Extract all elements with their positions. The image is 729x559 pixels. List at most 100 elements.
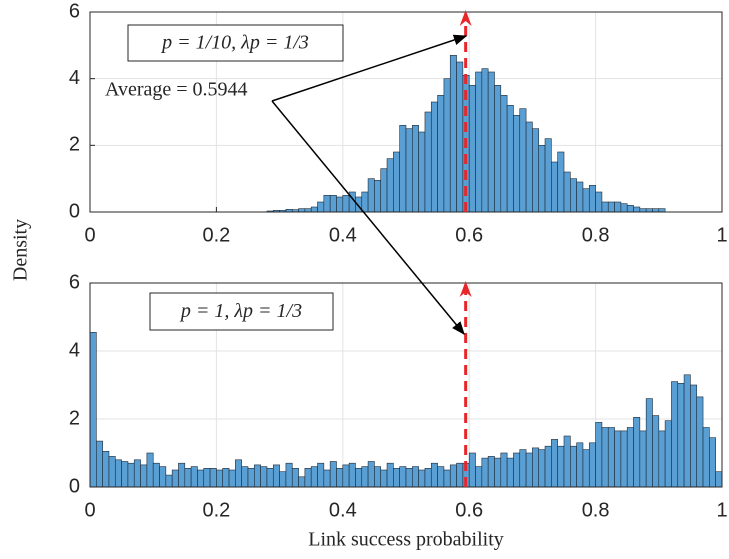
x-tick-label: 0.8 xyxy=(582,499,610,521)
bar xyxy=(96,440,103,488)
y-tick-label: 2 xyxy=(69,134,80,156)
bar xyxy=(456,462,464,488)
bar xyxy=(367,178,375,213)
average-arrowhead xyxy=(459,10,472,26)
bar xyxy=(291,467,299,488)
bar xyxy=(405,467,413,488)
bar xyxy=(190,466,198,488)
bar xyxy=(329,195,337,213)
bar xyxy=(241,466,249,488)
bar xyxy=(557,151,565,213)
bar xyxy=(216,469,224,488)
bar xyxy=(570,445,577,488)
bar xyxy=(430,462,438,488)
bar xyxy=(544,445,552,488)
x-tick-label: 0.2 xyxy=(202,499,230,521)
bar xyxy=(336,467,344,488)
bar xyxy=(532,128,540,213)
bar xyxy=(468,85,476,213)
bar xyxy=(582,449,590,488)
bar xyxy=(633,416,641,488)
bar xyxy=(197,469,205,488)
y-tick-label: 2 xyxy=(69,407,80,429)
bar xyxy=(374,466,382,488)
bar xyxy=(538,449,546,488)
annotation-box xyxy=(127,24,344,62)
bar xyxy=(449,55,457,213)
bar xyxy=(298,476,306,488)
bar xyxy=(393,151,400,213)
annotation: p = 1, λp = 1/3 xyxy=(179,300,302,322)
annotation-box xyxy=(149,292,334,331)
bar xyxy=(456,61,464,213)
bar xyxy=(671,381,679,488)
bar xyxy=(260,466,268,488)
bar xyxy=(607,201,615,213)
bar xyxy=(222,467,230,488)
bar xyxy=(601,201,609,213)
bar xyxy=(418,469,426,488)
bar xyxy=(102,450,110,488)
bar xyxy=(563,171,571,213)
bar xyxy=(633,206,641,213)
bar xyxy=(519,449,527,488)
bar xyxy=(133,459,141,488)
bar xyxy=(690,384,698,488)
bar xyxy=(361,466,369,488)
bar xyxy=(487,71,495,213)
bar xyxy=(652,415,660,488)
y-tick-label: 6 xyxy=(69,0,80,22)
bar xyxy=(443,78,451,213)
bar xyxy=(494,457,502,488)
bar xyxy=(127,462,135,488)
bar xyxy=(683,374,691,488)
bar xyxy=(607,427,615,488)
bar xyxy=(449,464,457,488)
x-tick-label: 0.4 xyxy=(329,499,357,521)
bar xyxy=(437,466,445,488)
bar xyxy=(513,452,521,488)
bar xyxy=(601,427,609,488)
bar xyxy=(620,203,628,213)
bar xyxy=(323,469,331,488)
bar xyxy=(405,128,413,213)
bar xyxy=(165,474,173,488)
bar xyxy=(285,462,293,488)
bar xyxy=(209,467,217,488)
bar xyxy=(525,121,533,213)
y-tick-label: 0 xyxy=(69,200,80,222)
bar xyxy=(588,442,596,488)
bar xyxy=(279,471,287,488)
bar xyxy=(475,466,483,488)
bar xyxy=(424,467,432,488)
bar xyxy=(506,105,514,213)
bar xyxy=(614,201,622,213)
bar xyxy=(588,185,596,213)
bar xyxy=(481,68,489,213)
bar xyxy=(551,161,558,213)
bar xyxy=(178,462,186,488)
x-tick-label: 0.2 xyxy=(202,224,230,246)
bar xyxy=(108,456,116,488)
bar xyxy=(386,462,394,488)
bar xyxy=(323,195,331,213)
bar xyxy=(342,464,350,488)
arrow xyxy=(271,100,465,336)
bar xyxy=(430,101,438,213)
bar xyxy=(380,469,388,488)
bar xyxy=(254,464,261,488)
y-tick-label: 4 xyxy=(69,67,80,89)
y-tick-label: 4 xyxy=(69,339,80,361)
bar xyxy=(532,447,540,488)
bar xyxy=(140,464,148,488)
bar xyxy=(317,462,325,488)
y-axis-label: Density xyxy=(10,219,32,281)
bar xyxy=(380,168,388,213)
bar xyxy=(310,466,318,488)
bar xyxy=(557,445,565,488)
bar xyxy=(203,467,211,488)
x-tick-label: 0 xyxy=(84,499,95,521)
bar xyxy=(342,195,350,213)
average-arrowhead xyxy=(459,281,472,297)
